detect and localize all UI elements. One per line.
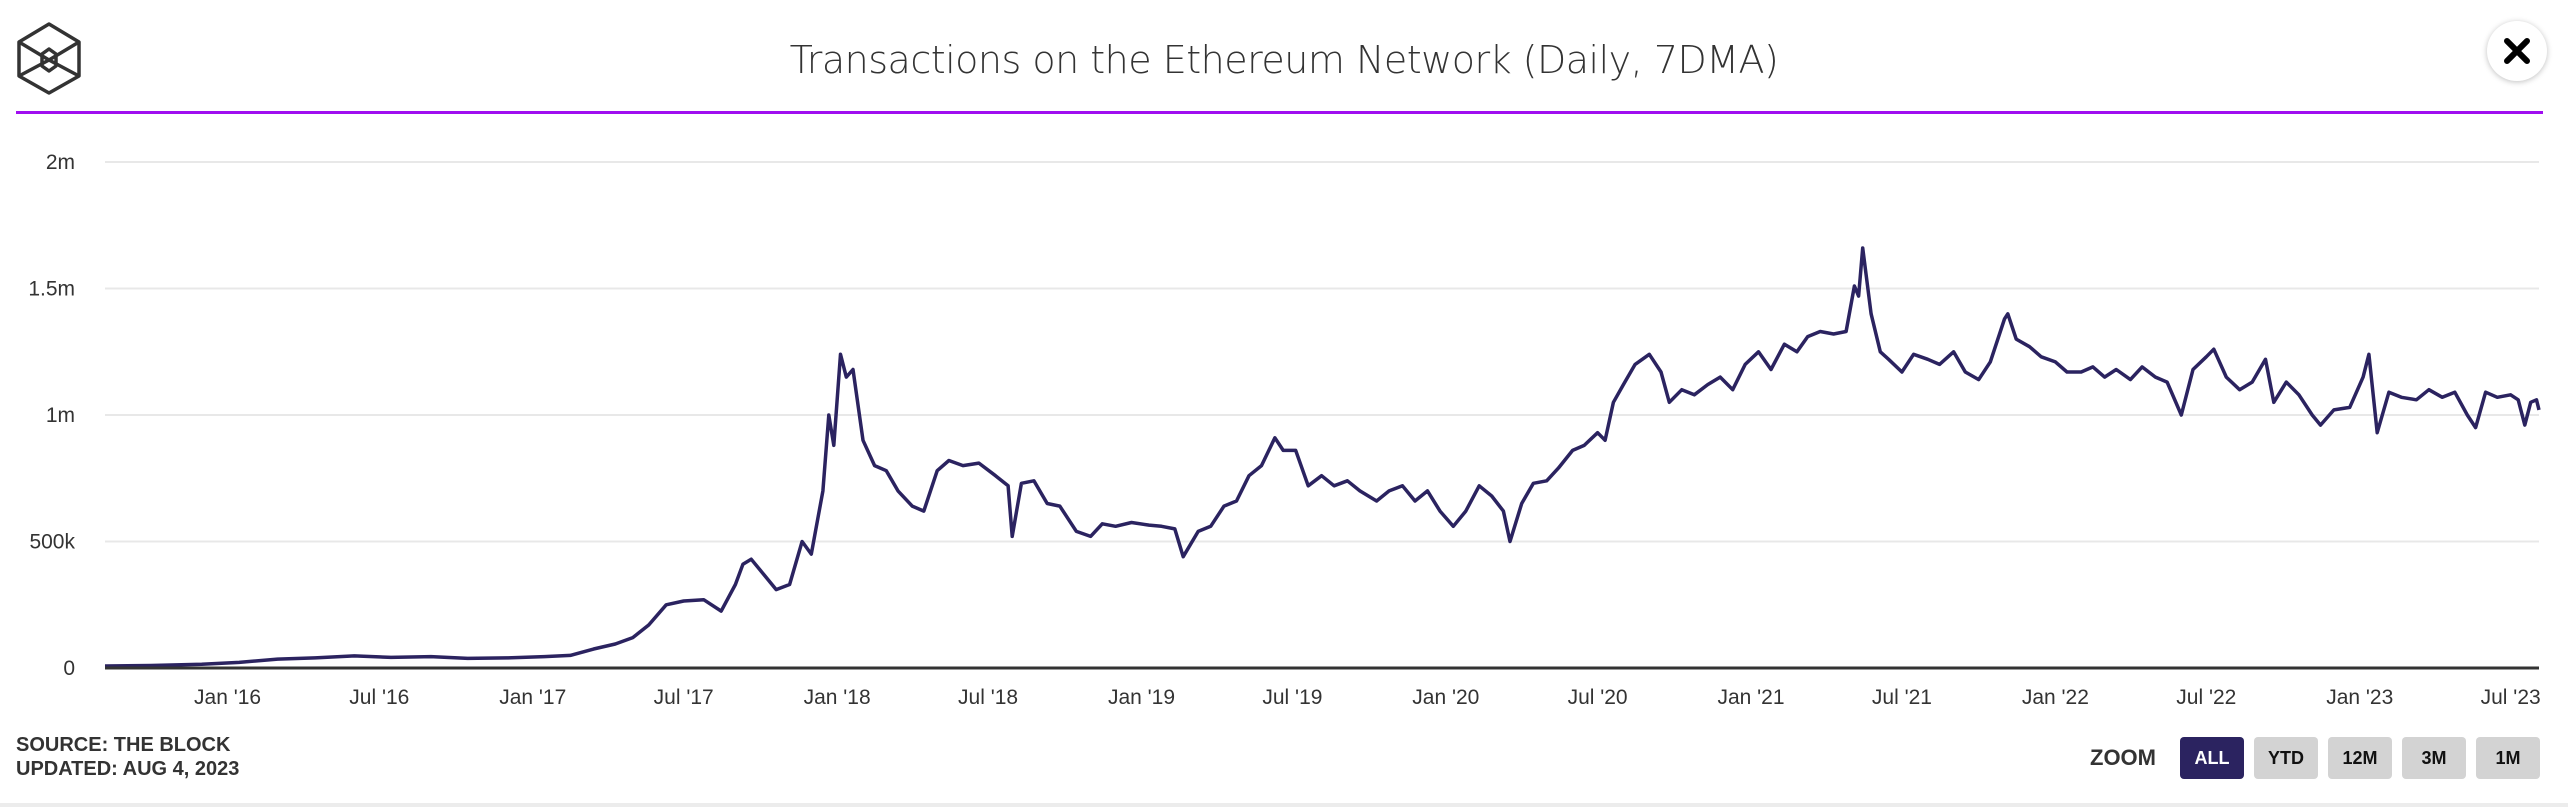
x-tick-label: Jul '19 — [1262, 686, 1322, 709]
x-tick-label: Jul '16 — [349, 686, 409, 709]
header-divider — [16, 111, 2543, 114]
zoom-ytd-button[interactable]: YTD — [2254, 737, 2318, 779]
the-block-logo — [14, 21, 84, 95]
x-tick-label: Jul '17 — [654, 686, 714, 709]
zoom-all-button[interactable]: ALL — [2180, 737, 2244, 779]
zoom-12m-button[interactable]: 12M — [2328, 737, 2392, 779]
chart-title: Transactions on the Ethereum Network (Da… — [789, 38, 1779, 82]
line-chart: 0 500k 1m 1.5m 2m Jan '16 Jul '16 Jan '17 Jul '… — [28, 151, 2541, 709]
close-button[interactable] — [2487, 21, 2547, 81]
zoom-1m-button[interactable]: 1M — [2476, 737, 2540, 779]
y-tick-label: 1.5m — [28, 278, 75, 301]
zoom-3m-button[interactable]: 3M — [2402, 737, 2466, 779]
x-tick-label: Jan '23 — [2326, 686, 2393, 709]
zoom-label: ZOOM — [2090, 745, 2156, 770]
x-tick-label: Jul '22 — [2176, 686, 2236, 709]
y-tick-label: 2m — [46, 151, 75, 174]
x-tick-label: Jan '17 — [499, 686, 566, 709]
y-tick-label: 0 — [63, 657, 75, 680]
updated-text: UPDATED: AUG 4, 2023 — [16, 758, 240, 780]
series-line-transactions — [104, 246, 2541, 668]
x-tick-label: Jan '20 — [1412, 686, 1479, 709]
x-tick-label: Jan '22 — [2022, 686, 2089, 709]
x-tick-label: Jan '21 — [1717, 686, 1784, 709]
y-tick-label: 1m — [46, 404, 75, 427]
x-tick-label: Jan '19 — [1108, 686, 1175, 709]
bottom-divider — [0, 803, 2568, 807]
source-text: SOURCE: THE BLOCK — [16, 734, 231, 756]
x-tick-label: Jan '16 — [194, 686, 261, 709]
x-tick-label: Jul '18 — [958, 686, 1018, 709]
close-icon — [2504, 38, 2530, 64]
zoom-controls: ZOOM ALL YTD 12M 3M 1M — [2090, 737, 2540, 779]
x-tick-label: Jul '21 — [1872, 686, 1932, 709]
x-tick-label: Jan '18 — [804, 686, 871, 709]
x-tick-label: Jul '20 — [1568, 686, 1628, 709]
y-tick-label: 500k — [29, 531, 75, 554]
x-tick-label: Jul '23 — [2481, 686, 2541, 709]
source-note: SOURCE: THE BLOCK UPDATED: AUG 4, 2023 — [16, 733, 239, 781]
